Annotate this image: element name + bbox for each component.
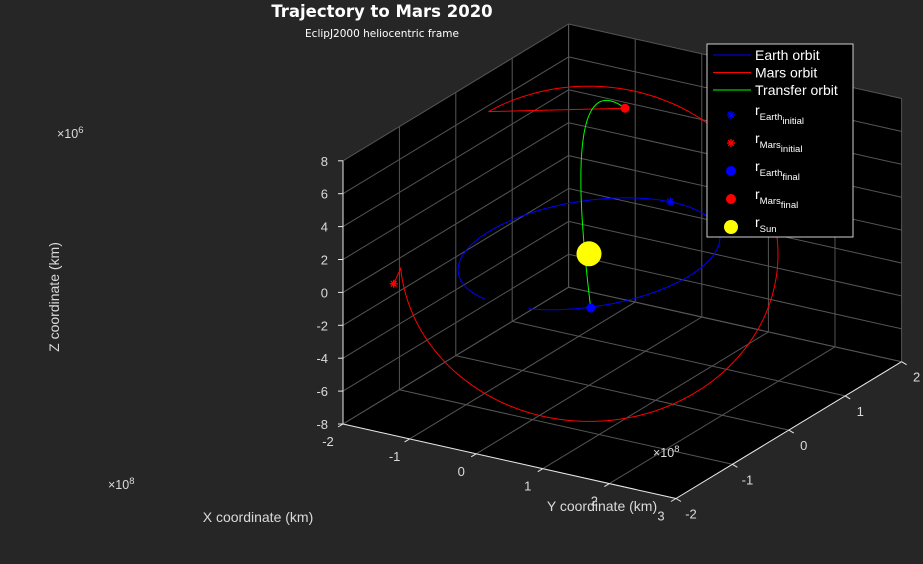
y-axis-label: Y coordinate (km) <box>547 498 657 514</box>
y-tick-mark <box>732 463 738 468</box>
x-tick-mark <box>470 453 477 458</box>
marker-mars-final <box>620 103 630 113</box>
x-tick-label: 0 <box>458 464 465 479</box>
z-tick-label: 2 <box>321 253 328 268</box>
z-tick-label: 6 <box>321 187 328 202</box>
legend-marker-4-label: rSun <box>755 214 777 235</box>
legend-marker-0-symbol-stroke <box>727 111 735 119</box>
y-tick-label: 2 <box>913 370 920 385</box>
axes-text: Trajectory to Mars 2020 EclipJ2000 helio… <box>46 2 920 525</box>
grid-line-z <box>568 286 902 363</box>
z-tick-label: 0 <box>321 285 328 300</box>
x-axis-multiplier: ×108 <box>108 476 135 492</box>
x-axis-line <box>342 423 677 499</box>
y-tick-label: 1 <box>857 404 864 419</box>
grid-line-z <box>342 155 569 293</box>
y-tick-mark <box>675 498 682 502</box>
legend-marker-1-label: rMarsinitial <box>755 130 802 155</box>
x-tick-label: 2 <box>591 494 598 509</box>
z-tick-label: 8 <box>321 154 328 169</box>
mars-orbit-line <box>393 85 779 422</box>
plot-data <box>389 85 779 422</box>
z-tick-label: -6 <box>316 384 328 399</box>
marker-mars-initial <box>389 279 398 288</box>
grid-line-y <box>399 389 733 465</box>
z-axis-multiplier: ×106 <box>57 125 84 141</box>
legend-marker-1-symbol-stroke <box>727 139 735 147</box>
legend-marker-2-symbol <box>726 166 736 176</box>
marker-earth-initial <box>666 197 675 206</box>
legend-entry-0: Earth orbit <box>755 47 820 63</box>
y-tick-mark <box>844 395 851 400</box>
grid-line-z <box>568 253 902 330</box>
x-tick-mark <box>670 498 677 502</box>
y-tick-label: -1 <box>742 472 754 487</box>
legend-entry-1: Mars orbit <box>755 65 817 81</box>
axes-3d <box>337 23 907 502</box>
y-axis-multiplier: ×108 <box>653 444 680 460</box>
x-tick-mark <box>604 483 610 488</box>
x-tick-label: 3 <box>657 509 664 524</box>
y-tick-mark <box>901 361 907 366</box>
z-tick-label: -2 <box>316 318 328 333</box>
legend-marker-1-symbol <box>727 139 735 147</box>
marker-earth-final <box>586 303 596 313</box>
y-tick-label: 0 <box>800 438 807 453</box>
x-tick-label: 1 <box>524 479 531 494</box>
chart-title: Trajectory to Mars 2020 <box>271 2 492 21</box>
transfer-orbit-line <box>580 99 626 309</box>
x-tick-mark <box>537 468 544 473</box>
y-tick-label: -2 <box>685 507 697 522</box>
legend-marker-2-label: rEarthfinal <box>755 158 800 183</box>
marker-earth-initial-stroke <box>666 198 674 206</box>
x-tick-mark <box>404 438 410 443</box>
grid-line-z <box>342 253 569 392</box>
grid-line-z <box>342 23 569 162</box>
legend-marker-0-symbol <box>727 111 735 119</box>
marker-mars-initial-stroke <box>390 280 398 288</box>
marker-sun-point <box>576 241 602 267</box>
grid-line-z <box>568 220 902 297</box>
z-tick-label: -4 <box>316 351 328 366</box>
grid-line-z <box>342 286 569 425</box>
legend-marker-0-label: rEarthinitial <box>755 102 804 127</box>
legend-marker-3-label: rMarsfinal <box>755 186 798 211</box>
grid-line-z <box>342 89 569 228</box>
z-axis-label: Z coordinate (km) <box>46 242 62 352</box>
x-axis-label: X coordinate (km) <box>203 509 313 525</box>
grid-line-y <box>455 355 789 431</box>
grid-line-z <box>342 188 569 326</box>
legend-marker-3-symbol <box>726 194 736 204</box>
y-tick-mark <box>788 429 795 434</box>
grid-line-z <box>342 220 569 359</box>
z-tick-label: 4 <box>321 220 328 235</box>
z-tick-label: -8 <box>316 417 328 432</box>
legend-entry-2: Transfer orbit <box>755 82 838 98</box>
earth-orbit-line <box>457 197 721 311</box>
chart-subtitle: EclipJ2000 heliocentric frame <box>305 28 459 40</box>
x-tick-label: -1 <box>389 449 401 464</box>
x-tick-label: -2 <box>322 434 334 449</box>
grid-line-y <box>512 320 846 397</box>
grid-line-z <box>342 122 569 260</box>
grid-line-z <box>342 56 569 195</box>
legend-marker-4-symbol <box>724 220 738 234</box>
